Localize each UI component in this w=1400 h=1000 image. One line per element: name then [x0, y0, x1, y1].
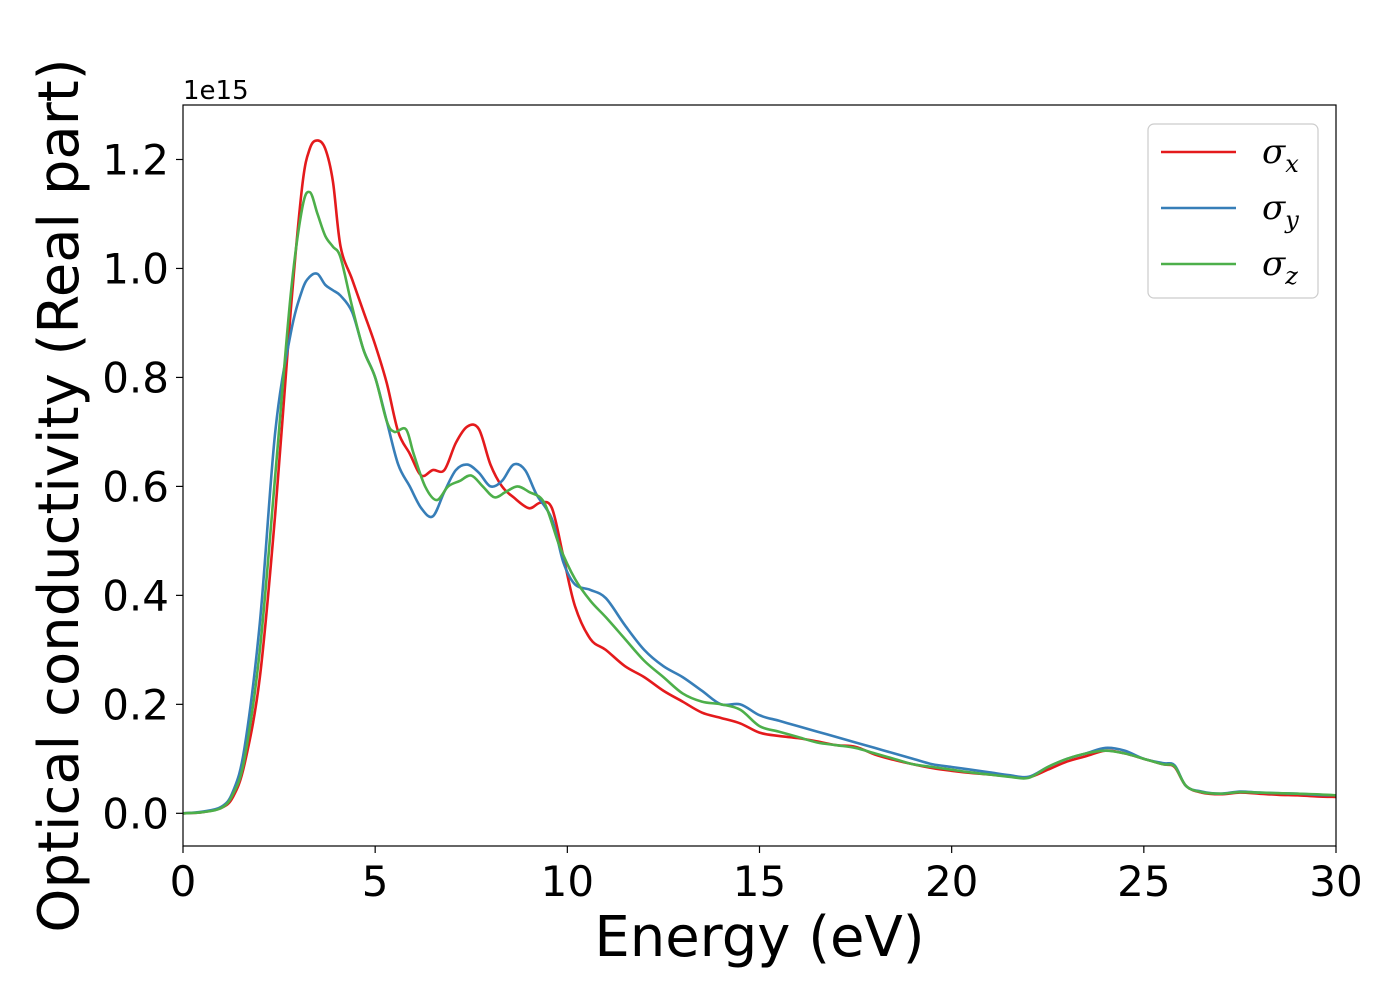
series-layer	[183, 139, 1336, 815]
y-tick-label: 1.0	[102, 244, 169, 293]
y-offset-label: 1e15	[183, 76, 249, 106]
y-axis: 0.0 0.2 0.4 0.6 0.8 1.0 1.2	[102, 135, 183, 838]
x-tick-label: 30	[1309, 857, 1362, 906]
y-tick-label: 0.6	[102, 462, 169, 511]
y-tick-label: 0.4	[102, 571, 169, 620]
x-tick-label: 0	[170, 857, 197, 906]
x-tick-label: 25	[1117, 857, 1170, 906]
x-tick-label: 10	[541, 857, 594, 906]
series-line-z	[183, 190, 1336, 815]
x-tick-label: 15	[733, 857, 786, 906]
y-tick-label: 0.8	[102, 353, 169, 402]
y-tick-label: 0.0	[102, 789, 169, 838]
series-line-y	[183, 272, 1336, 815]
y-axis-title: Optical conductivity (Real part)	[27, 58, 92, 932]
x-tick-label: 20	[925, 857, 978, 906]
legend-box	[1147, 123, 1319, 299]
x-tick-label: 5	[362, 857, 389, 906]
x-axis-title: Energy (eV)	[594, 905, 924, 970]
y-tick-label: 1.2	[102, 135, 169, 184]
x-axis: 0 5 10 15 20 25 30	[170, 846, 1363, 906]
y-tick-label: 0.2	[102, 680, 169, 729]
